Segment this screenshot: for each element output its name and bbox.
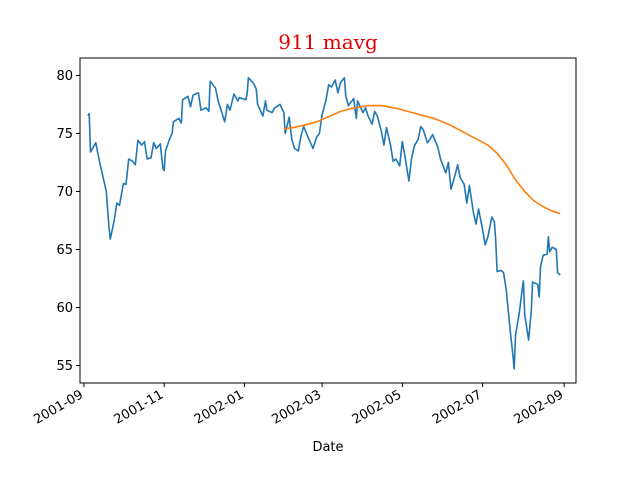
y-tick-label: 75 (56, 127, 73, 142)
x-axis-label: Date (312, 440, 343, 455)
y-tick-label: 70 (56, 185, 73, 200)
x-axis: 2001-09 2001-11 2002-01 2002-03 2002-05 2002-… (31, 383, 566, 428)
chart-title: 911 mavg (278, 30, 378, 54)
x-tick-label: 2002-05 (350, 387, 405, 427)
x-tick-label: 2002-01 (192, 387, 247, 427)
series-line-1 (87, 76, 561, 370)
x-tick-label: 2001-09 (31, 387, 86, 427)
x-tick-label: 2002-07 (430, 387, 485, 427)
y-tick-label: 60 (56, 301, 73, 316)
y-tick-label: 55 (56, 359, 73, 374)
x-tick-label: 2001-11 (112, 387, 167, 427)
y-tick-label: 65 (56, 243, 73, 258)
plot-area (79, 57, 577, 384)
plot-frame (79, 57, 577, 384)
x-tick-label: 2002-09 (512, 387, 567, 427)
series-line-2 (283, 104, 561, 215)
y-axis: 55 60 65 70 75 80 (56, 69, 80, 374)
y-tick-label: 80 (56, 69, 73, 84)
x-tick-label: 2002-03 (270, 387, 325, 427)
